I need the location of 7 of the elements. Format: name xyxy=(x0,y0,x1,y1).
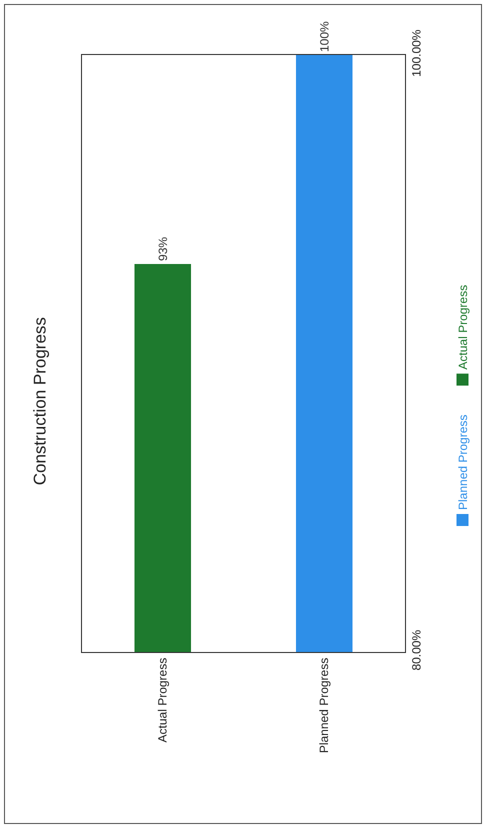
data-label: 93% xyxy=(156,236,170,261)
text: Actual Progress xyxy=(456,284,470,370)
y-tick-label: 100.00% xyxy=(409,29,424,77)
data-label: 100% xyxy=(317,20,332,52)
text: Planned Progress xyxy=(456,414,470,510)
y-tick-label: 80.00% xyxy=(409,630,424,671)
text: Construction Progress xyxy=(30,317,50,486)
